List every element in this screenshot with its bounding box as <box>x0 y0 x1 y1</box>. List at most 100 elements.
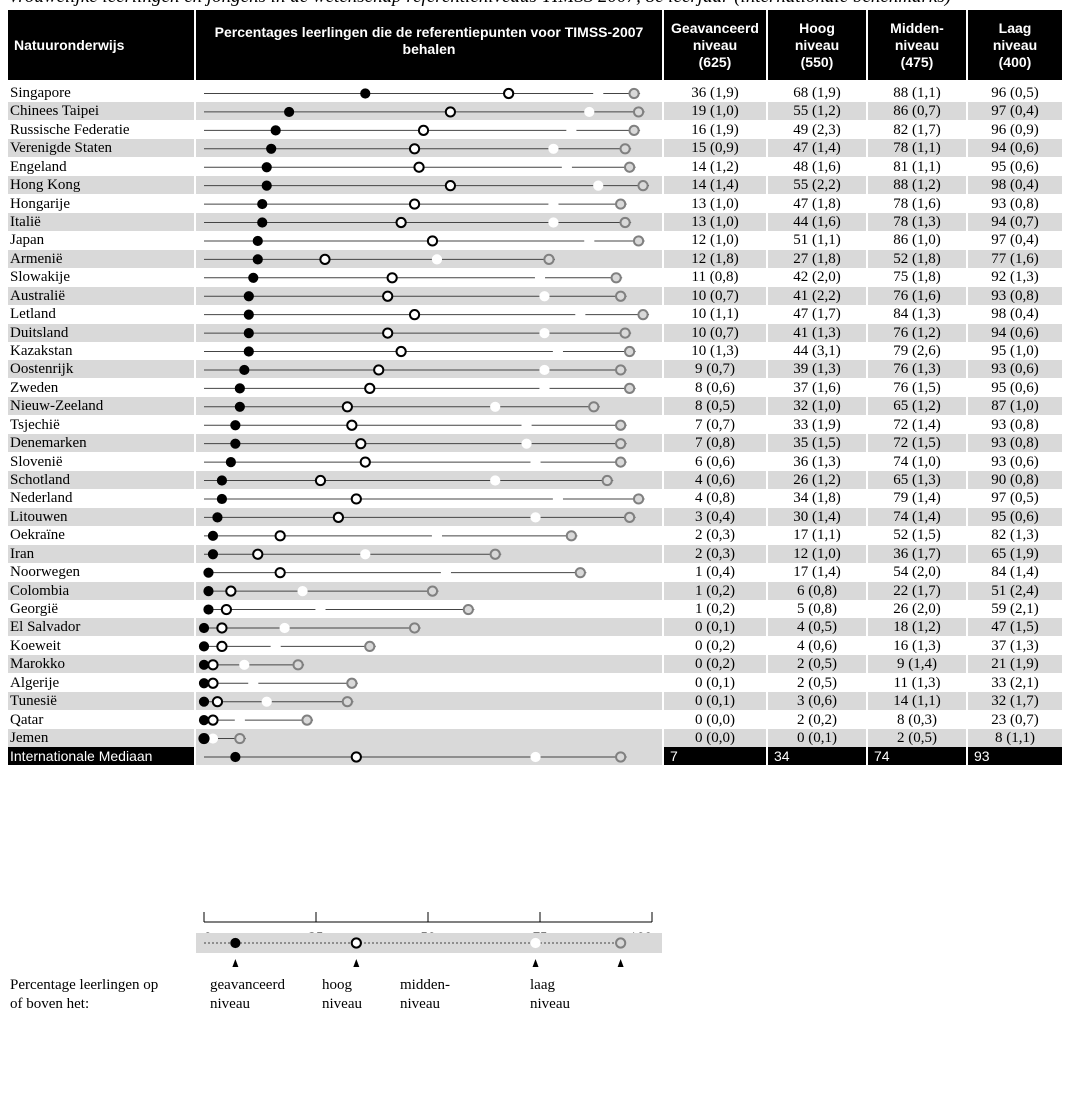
value-intermediate: 72 (1,4) <box>893 416 941 433</box>
value-intermediate: 74 (1,4) <box>868 507 966 526</box>
value-advanced: 11 (0,8) <box>691 269 739 286</box>
plot-cell <box>196 471 662 490</box>
value-high: 47 (1,4) <box>768 139 866 158</box>
value-high: 26 (1,2) <box>768 471 866 490</box>
country-name: Kazakstan <box>10 343 73 360</box>
country-high-point <box>444 180 456 192</box>
country-high-point <box>413 161 425 173</box>
country-name: Jemen <box>10 730 49 747</box>
country-name: Slovenië <box>10 453 63 470</box>
value-high: 47 (1,7) <box>793 306 841 323</box>
value-low: 93 <box>968 747 1062 766</box>
value-advanced: 0 (0,0) <box>695 711 735 728</box>
country-name: Russische Federatie <box>10 121 130 138</box>
value-high: 6 (0,8) <box>768 581 866 600</box>
table-row: Hongarije 13 (1,0) 47 (1,8) 78 (1,6) 93 (0,8… <box>0 195 1068 213</box>
table-row: Nederland 4 (0,8) 34 (1,8) 79 (1,4) 97 (0,5) <box>0 489 1068 507</box>
value-high: 47 (1,8) <box>793 195 841 212</box>
country-intermediate-point <box>315 604 326 615</box>
country-cell-bg <box>8 139 194 158</box>
value-intermediate: 78 (1,6) <box>893 195 941 212</box>
table-row: Kazakstan 10 (1,3) 44 (3,1) 79 (2,6) 95 (1,0… <box>0 342 1068 360</box>
value-intermediate: 8 (0,3) <box>897 711 937 728</box>
country-low-point <box>628 124 640 136</box>
country-advanced-point <box>198 641 210 652</box>
country-high-point <box>252 548 264 560</box>
country-cell-bg <box>8 434 194 453</box>
country-benchmark-marks <box>204 364 627 376</box>
legend-item-label: niveau <box>530 996 570 1012</box>
value-advanced: 10 (1,3) <box>691 343 739 360</box>
country-intermediate-point <box>539 327 550 339</box>
value-advanced: 7 (0,8) <box>664 434 766 453</box>
plot-cell <box>196 507 662 526</box>
country-benchmark-marks <box>204 401 600 413</box>
country-intermediate-point <box>548 217 559 228</box>
value-low: 95 (0,6) <box>991 158 1039 175</box>
value-advanced: 19 (1,0) <box>664 102 766 121</box>
country-name: Singapore <box>10 85 71 101</box>
value-high: 2 (0,5) <box>797 674 837 691</box>
value-intermediate: 22 (1,7) <box>868 581 966 600</box>
value-intermediate: 9 (1,4) <box>868 655 966 674</box>
country-name: Denemarken <box>10 435 87 452</box>
plot-cell <box>196 213 662 231</box>
country-advanced-point <box>230 438 241 449</box>
legend-markers <box>230 937 627 949</box>
country-high-point <box>408 143 421 155</box>
value-advanced: 0 (0,1) <box>664 618 766 637</box>
country-high-point <box>332 511 344 523</box>
country-cell-bg <box>8 692 194 711</box>
value-low: 21 (1,9) <box>968 655 1062 674</box>
country-name: Tsjechië <box>10 416 60 433</box>
legend-item-label: midden- <box>400 977 450 993</box>
country-low-point <box>489 548 501 560</box>
country-benchmark-marks <box>204 530 578 542</box>
value-low: 93 (0,8) <box>991 416 1039 433</box>
country-low-point <box>637 180 649 192</box>
legend-title: Percentage leerlingen op <box>10 977 159 993</box>
value-high: 34 (1,8) <box>793 490 841 507</box>
plot-cell <box>196 655 662 674</box>
country-low-point <box>462 603 474 616</box>
country-low-point <box>619 327 631 339</box>
country-high-point <box>386 272 398 284</box>
country-cell-bg <box>8 618 194 637</box>
country-benchmark-marks <box>204 327 632 339</box>
value-advanced: 0 (0,1) <box>664 692 766 711</box>
country-advanced-point <box>207 549 219 560</box>
country-high-point <box>274 567 286 579</box>
table-row: Denemarken 7 (0,8) 35 (1,5) 72 (1,5) 93 (0,8… <box>0 434 1068 453</box>
value-intermediate: 78 (1,3) <box>868 213 966 231</box>
value-intermediate: 65 (1,3) <box>868 471 966 490</box>
country-low-point <box>624 511 636 523</box>
legend-title: of boven het: <box>10 996 90 1012</box>
country-advanced-point <box>216 475 228 486</box>
caption-text: Vrouwelijke leerlingen en jongens in de … <box>8 0 951 8</box>
country-advanced-point <box>257 198 268 210</box>
country-low-point <box>615 364 627 376</box>
value-high: 17 (1,1) <box>793 527 841 544</box>
table-header: Natuuronderwijs Percentages leerlingen d… <box>0 10 1068 80</box>
table-row: Zweden 8 (0,6) 37 (1,6) 76 (1,5) 95 (0,6) <box>0 379 1068 397</box>
country-advanced-point <box>234 383 245 394</box>
country-intermediate-point <box>530 512 541 523</box>
legend-intermediate-point <box>530 937 541 949</box>
country-low-point <box>346 677 358 689</box>
value-low: 93 (0,8) <box>991 195 1039 212</box>
country-cell-bg <box>8 360 194 379</box>
country-advanced-point <box>203 567 214 578</box>
country-low-point <box>615 438 627 450</box>
country-name: Iran <box>10 545 35 562</box>
value-intermediate: 76 (1,3) <box>868 360 966 379</box>
country-benchmark-marks <box>204 290 627 302</box>
country-name: Noorwegen <box>10 564 80 581</box>
country-advanced-point <box>216 493 228 505</box>
country-high-point <box>417 124 430 136</box>
value-high: 4 (0,5) <box>768 618 866 637</box>
country-benchmark-marks <box>198 640 376 653</box>
country-name: Hong Kong <box>10 177 81 194</box>
value-high: 2 (0,2) <box>797 711 837 728</box>
country-low-point <box>615 290 627 302</box>
country-high-point <box>444 106 456 118</box>
